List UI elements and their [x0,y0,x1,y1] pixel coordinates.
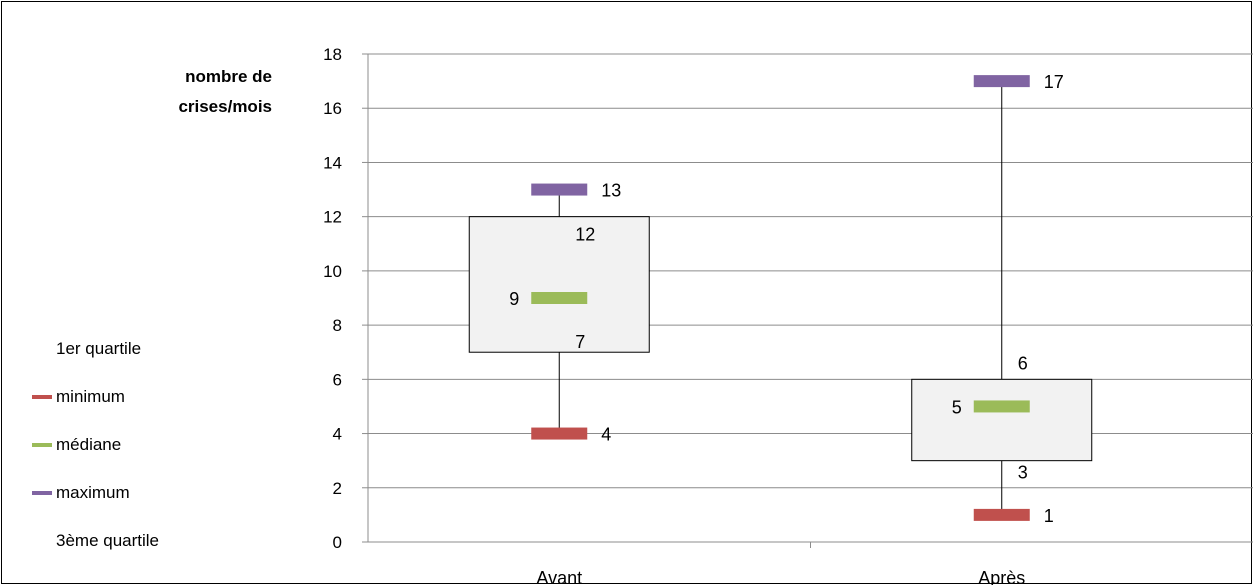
legend-item-q1: 1er quartile [32,325,272,373]
median-data-label: 5 [952,397,962,417]
iqr-box [468,216,650,353]
q3-data-label: 12 [575,225,595,245]
q1-data-label: 3 [1018,463,1028,483]
y-tick-label: 4 [333,425,342,444]
x-tick-label: Avant [536,568,582,585]
y-tick-label: 14 [323,153,342,172]
y-tick-label: 0 [333,533,342,552]
legend-label-minimum: minimum [56,387,125,406]
minimum-data-label: 1 [1044,506,1054,526]
minimum-marker [531,427,588,440]
maximum-data-label: 17 [1044,72,1064,92]
y-tick-label: 12 [323,208,342,227]
legend-swatch-minimum [32,395,52,399]
y-tick-label: 18 [323,45,342,64]
y-tick-label: 2 [333,479,342,498]
legend-swatch-median [32,443,52,447]
iqr-box [911,378,1093,462]
legend-swatch-maximum [32,491,52,495]
median-marker [531,292,588,304]
y-axis-label: nombre de crises/mois [102,62,272,122]
minimum-data-label: 4 [601,425,611,445]
x-tick-label: Après [978,568,1025,585]
y-axis-label-line-2: crises/mois [178,97,272,116]
q3-data-label: 6 [1018,353,1028,373]
legend-item-maximum: maximum [32,469,272,517]
legend-label-q1: 1er quartile [56,339,142,358]
y-axis-label-line-1: nombre de [185,67,272,86]
maximum-marker [973,75,1030,88]
minimum-marker [973,508,1030,521]
legend-label-maximum: maximum [56,483,130,502]
median-data-label: 9 [509,289,519,309]
legend-label-q3: 3ème quartile [56,531,160,550]
y-tick-label: 6 [333,370,342,389]
legend-item-q3: 3ème quartile [32,517,272,565]
legend-swatch-q3 [32,539,52,543]
y-tick-label: 8 [333,316,342,335]
median-marker [973,400,1030,413]
q1-data-label: 7 [575,332,585,352]
legend: 1er quartile minimum médiane maximum 3èm… [32,325,272,565]
legend-swatch-q1 [32,347,52,351]
legend-item-minimum: minimum [32,373,272,421]
maximum-data-label: 13 [601,181,621,201]
y-tick-label: 10 [323,262,342,281]
maximum-marker [531,183,588,196]
y-tick-label: 16 [323,99,342,118]
legend-label-median: médiane [56,435,122,454]
legend-item-median: médiane [32,421,272,469]
